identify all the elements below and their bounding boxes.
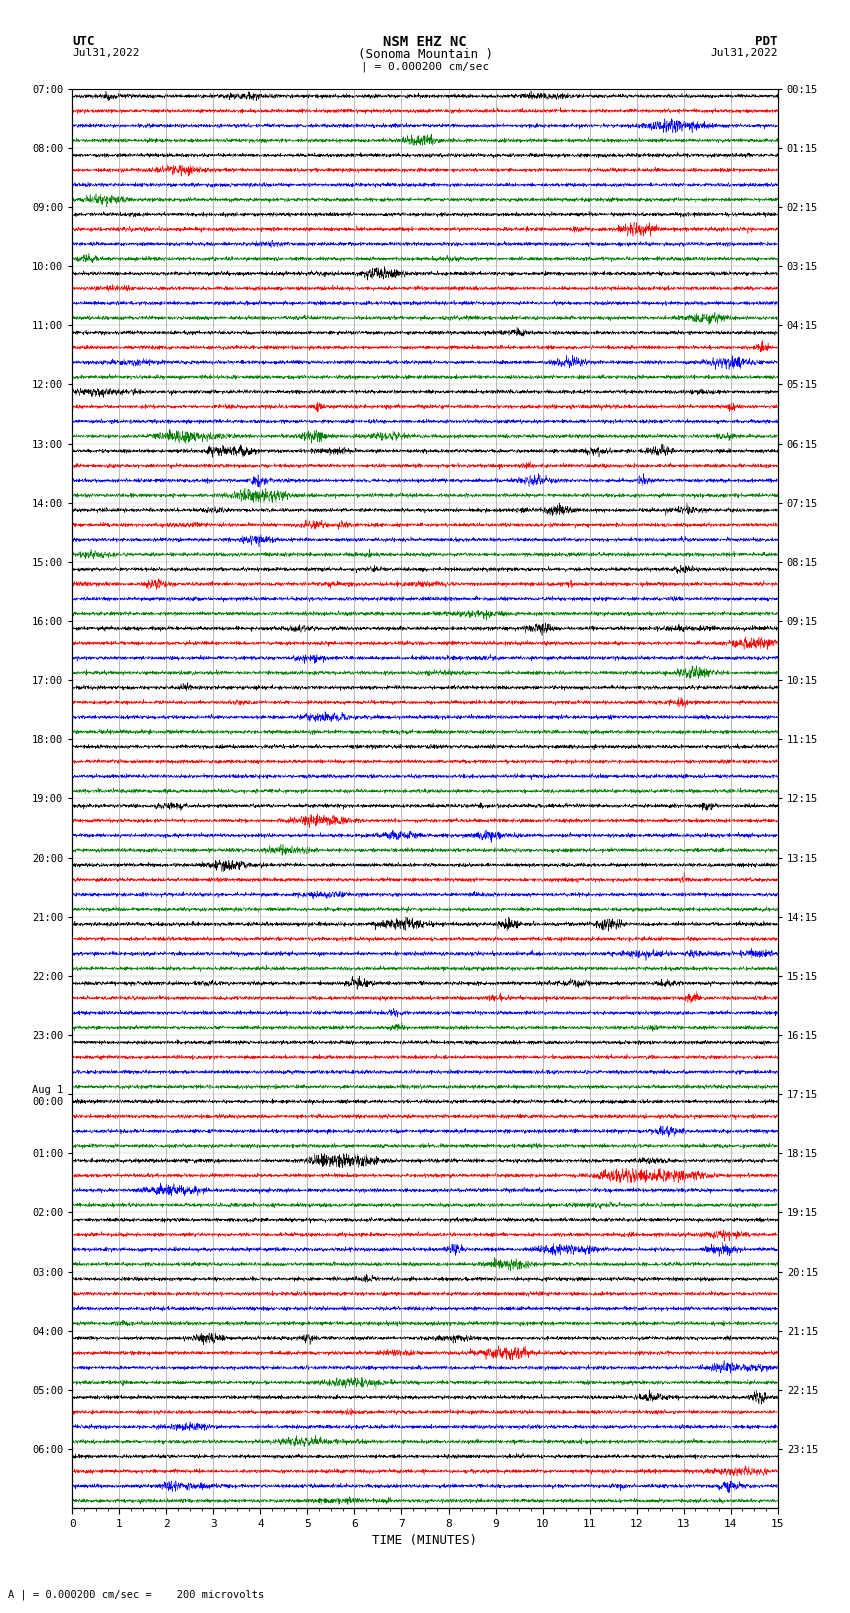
Text: NSM EHZ NC: NSM EHZ NC — [383, 35, 467, 50]
Text: | = 0.000200 cm/sec: | = 0.000200 cm/sec — [361, 61, 489, 73]
Text: UTC: UTC — [72, 35, 94, 48]
Text: PDT: PDT — [756, 35, 778, 48]
Text: Jul31,2022: Jul31,2022 — [711, 48, 778, 58]
Text: (Sonoma Mountain ): (Sonoma Mountain ) — [358, 48, 492, 61]
X-axis label: TIME (MINUTES): TIME (MINUTES) — [372, 1534, 478, 1547]
Text: Jul31,2022: Jul31,2022 — [72, 48, 139, 58]
Text: A | = 0.000200 cm/sec =    200 microvolts: A | = 0.000200 cm/sec = 200 microvolts — [8, 1589, 264, 1600]
